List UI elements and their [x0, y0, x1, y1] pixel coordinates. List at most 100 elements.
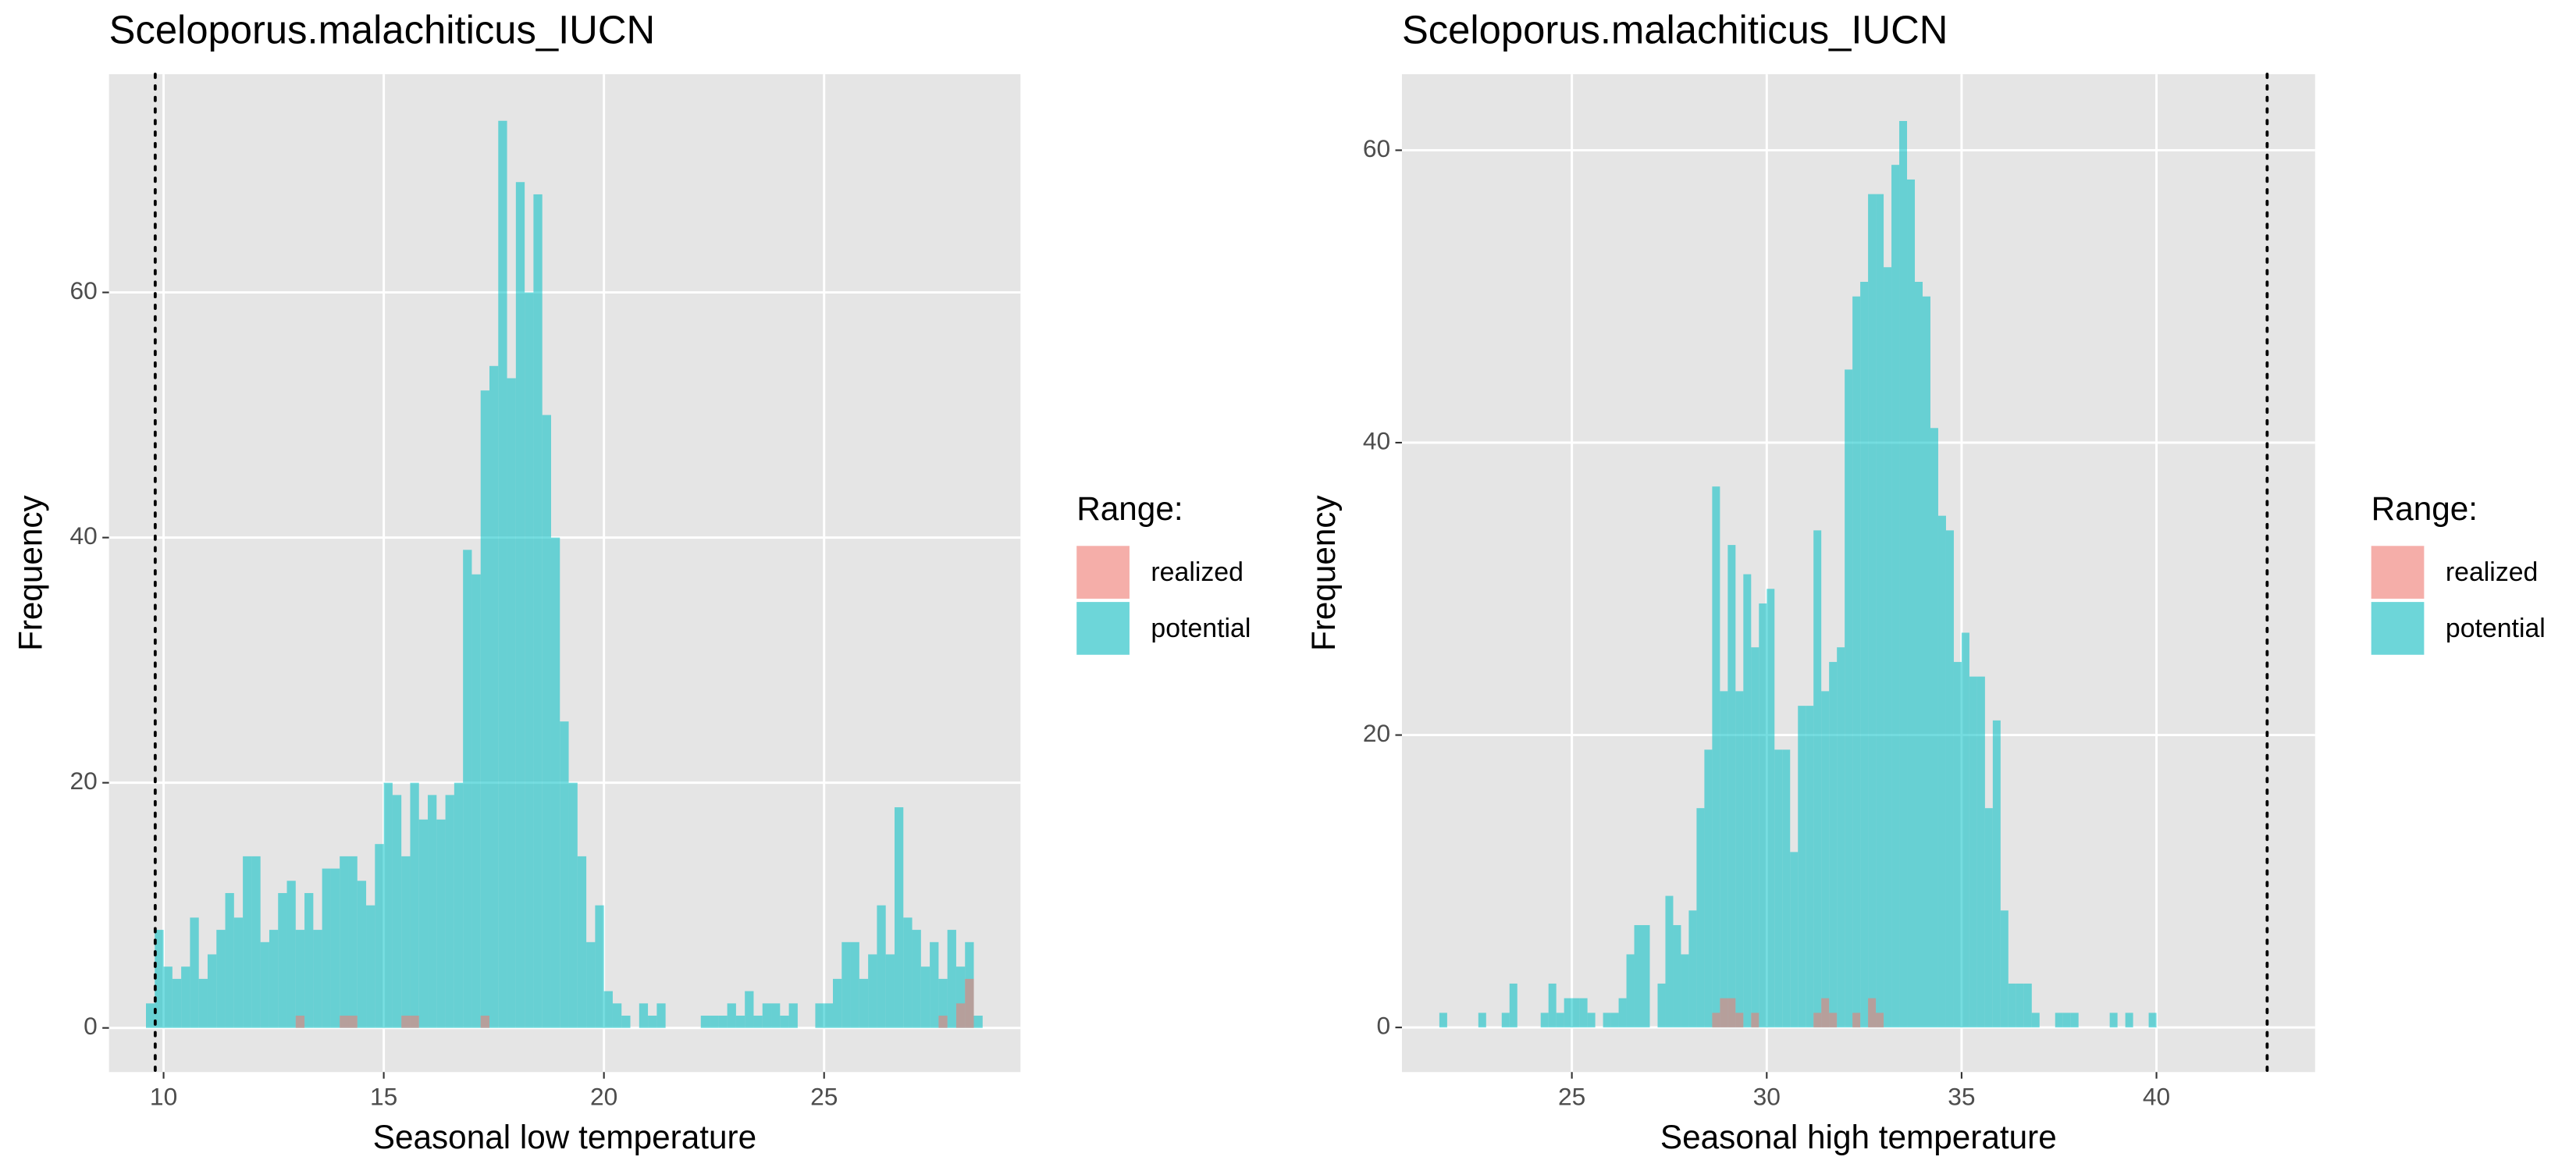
histogram-bar: [1556, 1013, 1564, 1028]
legend-label: realized: [2446, 557, 2538, 587]
histogram-bar: [1961, 632, 1969, 1028]
legend-label: potential: [1151, 614, 1251, 643]
legend-key: [2371, 602, 2425, 655]
histogram-bar: [1688, 910, 1697, 1028]
histogram-bar: [2109, 1013, 2118, 1028]
histogram-bar: [216, 930, 226, 1028]
histogram-bar: [1712, 486, 1720, 1028]
histogram-bar: [1751, 647, 1759, 1028]
histogram-bar: [824, 1003, 833, 1028]
histogram-bar: [498, 120, 507, 1028]
histogram-bar: [1720, 998, 1728, 1028]
y-tick-label: 20: [70, 767, 98, 795]
histogram-bar: [454, 782, 464, 1028]
histogram-bar: [603, 991, 613, 1028]
histogram-bar: [1876, 1013, 1884, 1028]
x-axis-title: Seasonal low temperature: [373, 1119, 756, 1155]
y-tick-label: 0: [1377, 1012, 1391, 1040]
histogram-bar: [1720, 691, 1728, 1028]
histogram-bar: [322, 868, 331, 1028]
histogram-bar: [348, 856, 358, 1028]
histogram-bar: [1735, 1013, 1744, 1028]
histogram-bar: [243, 856, 252, 1028]
histogram-bar: [973, 1016, 983, 1028]
histogram-bar: [340, 856, 349, 1028]
histogram-bar: [850, 941, 859, 1028]
histogram-bar: [1837, 647, 1845, 1028]
histogram-bar: [428, 795, 437, 1028]
histogram-bar: [1930, 428, 1938, 1028]
histogram-bar: [885, 954, 895, 1028]
legend-key: [1076, 602, 1130, 655]
histogram-bar: [560, 721, 569, 1028]
histogram-bar: [815, 1003, 824, 1028]
histogram-bar: [1727, 545, 1736, 1028]
histogram-bar: [1673, 925, 1681, 1028]
y-tick-label: 20: [1363, 719, 1390, 747]
histogram-bar: [1478, 1013, 1486, 1028]
histogram-bar: [463, 550, 472, 1028]
histogram-bar: [833, 978, 842, 1028]
chart-title: Sceloporus.malachiticus_IUCN: [1402, 8, 1948, 52]
histogram-bar: [2016, 983, 2024, 1028]
histogram-bar: [912, 930, 921, 1028]
histogram-bar: [1579, 998, 1588, 1028]
histogram-bar: [841, 941, 851, 1028]
histogram-bar: [436, 819, 446, 1028]
histogram-bar: [1790, 852, 1799, 1028]
y-tick-label: 60: [70, 276, 98, 304]
histogram-bar: [542, 415, 551, 1028]
legend-label: potential: [2446, 614, 2546, 643]
histogram-bar: [1899, 120, 1908, 1028]
legend-key: [1076, 546, 1130, 599]
histogram-bar: [1751, 1013, 1759, 1028]
histogram-bar: [525, 292, 534, 1028]
histogram-bar: [753, 1016, 763, 1028]
histogram-bar: [612, 1003, 622, 1028]
histogram-bar: [2070, 1013, 2079, 1028]
histogram-bar: [595, 905, 604, 1028]
y-tick-label: 40: [70, 521, 98, 550]
histogram-bar: [2000, 910, 2008, 1028]
histogram-bar: [1704, 749, 1713, 1028]
histogram-bar: [445, 795, 454, 1028]
histogram-bar: [2125, 1013, 2133, 1028]
histogram-bar: [1735, 691, 1744, 1028]
histogram-bar: [1813, 1013, 1822, 1028]
histogram-bar: [947, 930, 956, 1028]
histogram-bar: [1915, 282, 1923, 1028]
histogram-bar: [1712, 1013, 1720, 1028]
histogram-bar: [1618, 998, 1627, 1028]
histogram-bar: [568, 782, 578, 1028]
histogram-bar: [1937, 515, 1946, 1028]
x-tick-label: 10: [150, 1082, 177, 1110]
histogram-bar: [480, 1016, 490, 1028]
histogram-bar: [304, 892, 314, 1028]
histogram-bar: [1945, 530, 1954, 1028]
histogram-bar: [340, 1016, 349, 1028]
histogram-bar: [207, 954, 217, 1028]
histogram-bar: [700, 1016, 710, 1028]
x-axis-title: Seasonal high temperature: [1660, 1119, 2057, 1155]
histogram-bar: [718, 1016, 728, 1028]
histogram-bar: [1782, 749, 1791, 1028]
histogram-bar: [1821, 691, 1830, 1028]
histogram-bar: [788, 1003, 798, 1028]
histogram-bar: [1603, 1013, 1611, 1028]
histogram-bar: [269, 930, 279, 1028]
x-tick-label: 20: [590, 1082, 617, 1110]
histogram-bar: [1813, 530, 1822, 1028]
histogram-bar: [146, 1003, 155, 1028]
histogram-bar: [507, 378, 516, 1028]
histogram-bar: [1564, 998, 1572, 1028]
histogram-bar: [1774, 749, 1783, 1028]
histogram-bar: [533, 194, 543, 1028]
histogram-bar: [1984, 808, 1993, 1028]
histogram-bar: [225, 892, 234, 1028]
histogram-bar: [868, 954, 877, 1028]
histogram-bar: [233, 917, 244, 1028]
histogram-bar: [357, 881, 367, 1028]
histogram-bar: [489, 365, 499, 1028]
histogram-bar: [1540, 1013, 1549, 1028]
histogram-bar: [1992, 720, 2001, 1028]
